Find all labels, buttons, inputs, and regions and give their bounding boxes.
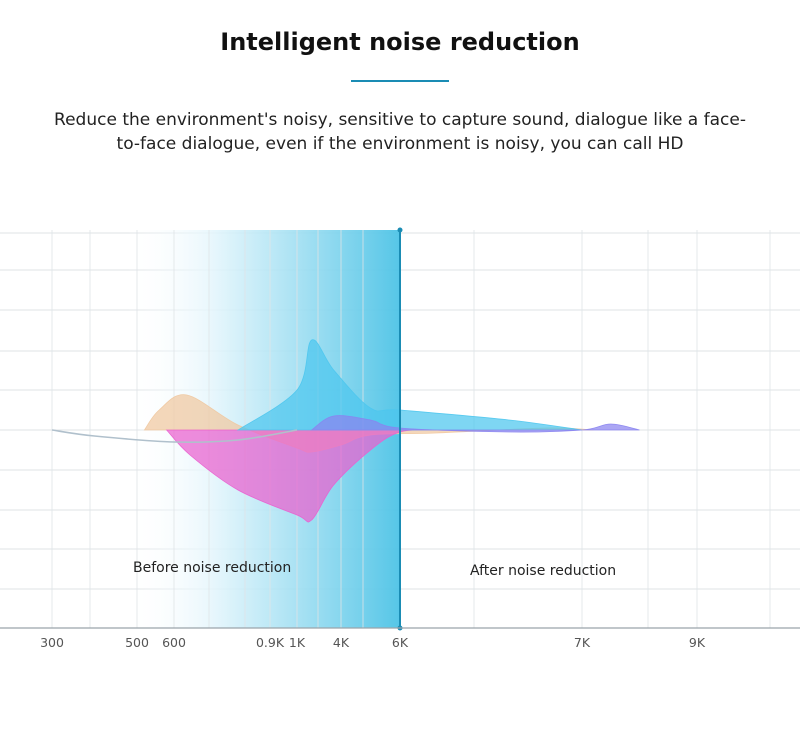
x-tick-label: 500 bbox=[125, 635, 149, 650]
chart-series bbox=[51, 339, 640, 523]
title-divider bbox=[351, 80, 449, 82]
before-noise-reduction-label: Before noise reduction bbox=[133, 560, 291, 576]
series-blue-wave bbox=[236, 339, 583, 431]
x-tick-label: 300 bbox=[40, 635, 64, 650]
x-axis-ticks: 300 500 600 0.9K 1K 4K 6K 7K 9K bbox=[40, 635, 706, 650]
after-noise-reduction-label: After noise reduction bbox=[470, 563, 616, 579]
page-description: Reduce the environment's noisy, sensitiv… bbox=[54, 110, 746, 154]
x-tick-label: 7K bbox=[574, 635, 591, 650]
x-tick-label: 4K bbox=[333, 635, 350, 650]
page-title: Intelligent noise reduction bbox=[220, 28, 580, 56]
series-pink-wave bbox=[165, 429, 437, 523]
cutoff-marker-top-dot bbox=[397, 227, 403, 233]
x-tick-label: 600 bbox=[162, 635, 186, 650]
x-tick-label: 9K bbox=[689, 635, 706, 650]
x-tick-label: 6K bbox=[392, 635, 409, 650]
x-tick-label: 1K bbox=[289, 635, 306, 650]
x-tick-label: 0.9K bbox=[256, 635, 285, 650]
series-gray-line bbox=[51, 429, 298, 444]
series-purple-wave bbox=[310, 415, 640, 433]
